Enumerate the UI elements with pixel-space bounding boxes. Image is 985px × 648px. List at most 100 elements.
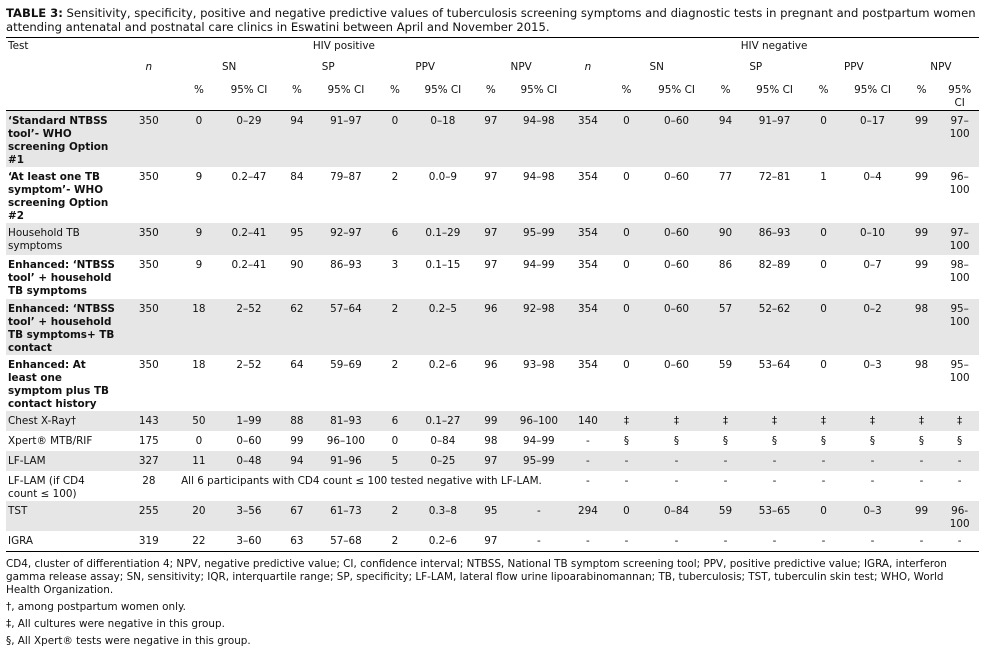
table-cell: §	[957, 435, 963, 447]
table-cell: 0.2–47	[231, 171, 267, 183]
table-cell: 0	[195, 435, 203, 447]
table-cell: 57–64	[314, 299, 378, 355]
table-cell: ‡	[804, 411, 843, 431]
table-cell: 9	[195, 171, 203, 183]
table-cell: 9	[195, 259, 203, 271]
table-cell: 3	[391, 259, 399, 271]
table-cell: -	[706, 531, 745, 552]
table-cell: 18	[179, 299, 219, 355]
table-cell: 98	[902, 299, 941, 355]
table-cell: 0–4	[863, 171, 882, 183]
table-cell: 50	[179, 411, 219, 431]
table-cell: 0–17	[842, 110, 903, 167]
table-cell: 0.2–5	[412, 299, 474, 355]
table-cell: 6	[377, 411, 413, 431]
table-cell: 95–99	[508, 223, 570, 255]
table-cell: -	[586, 475, 590, 487]
table-cell: -	[940, 531, 979, 552]
table-cell: 0–10	[842, 223, 903, 255]
table-cell: 0	[820, 259, 827, 271]
table-cell: 0.2–41	[231, 259, 267, 271]
table-cell: 97	[473, 110, 509, 167]
table-cell: 18	[192, 359, 206, 371]
table-cell: §	[623, 435, 630, 447]
table-cell: ‡	[902, 411, 941, 431]
table-cell: -	[508, 531, 570, 552]
table-cell: -	[870, 475, 875, 487]
header-pct: %	[606, 81, 647, 111]
table-row: LF-LAM (if CD4 count ≤ 100) 28 All 6 parti…	[6, 471, 979, 501]
table-cell: 99	[902, 223, 941, 255]
table-cell: 2	[391, 359, 399, 371]
table-row: TST 255 20 3–56 67 61–73 2 0.3–8 95-294 0 0–84 59 53…	[6, 501, 979, 531]
table-row: Enhanced: ‘NTBSS tool’ + household TB sy…	[6, 299, 979, 355]
table-cell: 354	[577, 359, 598, 371]
table-cell: 97–100	[940, 223, 979, 255]
table-cell: 0	[623, 359, 630, 371]
footnote-section: §, All Xpert® tests were negative in thi…	[6, 634, 251, 647]
table-cell: 0	[804, 110, 843, 167]
table-cell: -	[569, 451, 607, 471]
table-row: Enhanced: ‘NTBSS tool’ + household TB sy…	[6, 255, 979, 299]
table-cell: 2	[391, 171, 399, 183]
table-cell: -	[902, 451, 941, 471]
table-cell: 327	[118, 451, 180, 471]
header-ppv-neg: PPV	[843, 61, 864, 73]
table-row: Household TB symptoms 350 9 0.2–41 95 92–97 6 0…	[6, 223, 979, 255]
table-cell: 94	[279, 110, 315, 167]
table-cell: 0	[820, 359, 827, 371]
table-cell: 0–3	[842, 501, 903, 531]
table-cell: 2	[377, 299, 413, 355]
header-pct: %	[902, 81, 941, 111]
table-cell: 2–52	[218, 299, 280, 355]
table-cell: 2	[377, 531, 413, 552]
table-cell: 98	[914, 359, 929, 371]
table-cell: 22	[179, 531, 219, 552]
table-cell: ‡	[842, 411, 903, 431]
table-cell: 354	[569, 110, 607, 167]
table-cell: 350	[118, 299, 180, 355]
row-label: Xpert® MTB/RIF	[8, 435, 93, 447]
header-pct: %	[179, 81, 219, 111]
header-ci: 95% CI	[842, 81, 903, 111]
table-cell: 97	[473, 531, 509, 552]
table-cell: -	[744, 531, 805, 552]
cell-n-pos: 28	[142, 475, 156, 487]
table-cell: §	[771, 435, 778, 447]
table-cell: -	[804, 451, 843, 471]
table-cell: 0–29	[218, 110, 280, 167]
table-cell: 350	[118, 223, 180, 255]
table-cell: 93–98	[523, 359, 555, 371]
footnotes: CD4, cluster of differentiation 4; NPV, …	[6, 558, 979, 648]
table-cell: 0–48	[218, 451, 280, 471]
table-caption: TABLE 3: Sensitivity, specificity, posit…	[6, 6, 979, 34]
table-cell: 11	[179, 451, 219, 471]
table-cell: 0–84	[430, 435, 456, 447]
table-cell: 0.1–27	[412, 411, 474, 431]
table-cell: -	[624, 475, 629, 487]
header-pct: %	[377, 81, 413, 111]
table-row: ‘Standard NTBSS tool’- WHO screening Opt…	[6, 110, 979, 167]
table-cell: §	[820, 435, 827, 447]
table-cell: 0.2–6	[412, 531, 474, 552]
table-cell: 0	[623, 259, 630, 271]
table-cell: 97	[484, 259, 498, 271]
table-cell: 354	[569, 223, 607, 255]
table-cell: -	[804, 531, 843, 552]
table-cell: 0	[606, 501, 647, 531]
table-cell: 82–89	[758, 259, 791, 271]
table-cell: -	[957, 475, 962, 487]
table-cell: §	[722, 435, 729, 447]
table-cell: 0	[804, 501, 843, 531]
table-cell: -	[821, 475, 826, 487]
table-cell: 94	[706, 110, 745, 167]
table-cell: -	[569, 531, 607, 552]
table-cell: 98–100	[949, 259, 970, 284]
table-cell: 96–100	[326, 435, 366, 447]
row-label: LF-LAM	[6, 451, 119, 471]
header-ci: 95% CI	[314, 81, 378, 111]
table-cell: 64	[290, 359, 304, 371]
header-ci: 95% CI	[412, 81, 474, 111]
header-pct: %	[473, 81, 509, 111]
